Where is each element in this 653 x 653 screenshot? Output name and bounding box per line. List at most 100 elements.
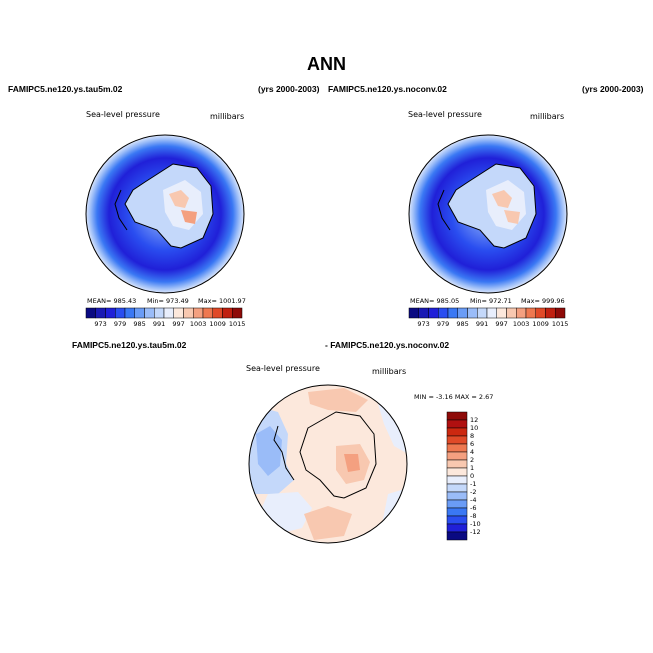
left-colorbar <box>85 307 243 319</box>
left-mean: MEAN= 985.43 <box>87 297 137 305</box>
right-colorbar-swatch <box>535 307 546 319</box>
diff-units-label: millibars <box>372 367 407 376</box>
right-polar-map <box>408 134 568 294</box>
diff-colorbar-swatch <box>446 451 468 461</box>
left-colorbar-swatch <box>212 307 223 319</box>
diff-colorbar-swatch <box>446 515 468 525</box>
diff-colorbar-swatch <box>446 491 468 501</box>
left-max: Max= 1001.97 <box>198 297 246 305</box>
diff-colorbar-tick-label: 10 <box>470 424 479 432</box>
diff-colorbar <box>446 411 468 541</box>
diff-colorbar-swatch <box>446 523 468 533</box>
right-colorbar-swatch <box>418 307 429 319</box>
left-colorbar-swatch <box>163 307 174 319</box>
right-colorbar-swatch <box>438 307 449 319</box>
left-min: Min= 973.49 <box>147 297 189 305</box>
right-units-label: millibars <box>530 112 565 121</box>
right-colorbar-swatch <box>486 307 497 319</box>
right-colorbar-tick-label: 985 <box>456 320 469 328</box>
right-colorbar-swatch <box>496 307 507 319</box>
left-units-label: millibars <box>210 112 245 121</box>
left-colorbar-tick-label: 991 <box>152 320 166 328</box>
diff-colorbar-swatch <box>446 459 468 469</box>
left-colorbar-swatch <box>95 307 106 319</box>
left-colorbar-tick-label: 979 <box>113 320 127 328</box>
left-variable-label: Sea-level pressure <box>86 110 160 119</box>
diff-colorbar-swatch <box>446 419 468 429</box>
left-colorbar-swatch <box>222 307 233 319</box>
diff-colorbar-swatch <box>446 507 468 517</box>
diff-colorbar-swatch <box>446 483 468 493</box>
right-colorbar-tick-label: 991 <box>475 320 489 328</box>
left-colorbar-swatch <box>173 307 184 319</box>
right-colorbar-swatch <box>545 307 556 319</box>
right-colorbar-tick-label: 1009 <box>532 320 549 328</box>
right-colorbar-swatch <box>408 307 419 319</box>
right-colorbar-tick-label: 997 <box>495 320 508 328</box>
diff-colorbar-swatch <box>446 499 468 509</box>
right-colorbar-swatch <box>477 307 488 319</box>
left-colorbar-swatch <box>183 307 194 319</box>
left-colorbar-swatch <box>193 307 204 319</box>
left-colorbar-tick-label: 973 <box>94 320 107 328</box>
right-colorbar-swatch <box>506 307 517 319</box>
right-colorbar-tick-label: 979 <box>436 320 450 328</box>
right-min: Min= 972.71 <box>470 297 512 305</box>
right-max: Max= 999.96 <box>521 297 565 305</box>
diff-colorbar-tick-label: 4 <box>470 448 475 456</box>
left-colorbar-tick-label: 997 <box>172 320 185 328</box>
right-colorbar-swatch <box>555 307 566 319</box>
left-colorbar-swatch <box>202 307 213 319</box>
page-title: ANN <box>307 54 346 74</box>
diff-colorbar-swatch <box>446 467 468 477</box>
left-colorbar-swatch <box>154 307 165 319</box>
right-mean: MEAN= 985.05 <box>410 297 460 305</box>
left-colorbar-swatch <box>144 307 155 319</box>
right-case-years: (yrs 2000-2003) <box>582 84 644 94</box>
diff-colorbar-tick-label: 0 <box>470 472 475 480</box>
diff-colorbar-swatch <box>446 531 468 541</box>
left-case-name: FAMIPC5.ne120.ys.tau5m.02 <box>8 84 123 94</box>
left-colorbar-swatch <box>134 307 145 319</box>
left-colorbar-tick-label: 1009 <box>209 320 226 328</box>
left-case-years: (yrs 2000-2003) <box>258 84 320 94</box>
right-colorbar-tick-label: 1015 <box>551 320 569 328</box>
diff-colorbar-tick-label: -6 <box>470 504 477 512</box>
left-colorbar-swatch <box>85 307 96 319</box>
diff-colorbar-tick-label: -4 <box>470 496 477 504</box>
right-colorbar-tick-label: 973 <box>417 320 430 328</box>
left-colorbar-tick-label: 1003 <box>189 320 207 328</box>
diff-colorbar-tick-label: -8 <box>470 512 477 520</box>
diff-colorbar-swatch <box>446 443 468 453</box>
diff-colorbar-tick-label: -1 <box>470 480 477 488</box>
diff-colorbar-tick-label: 2 <box>470 456 475 464</box>
left-colorbar-tick-label: 985 <box>133 320 146 328</box>
diff-colorbar-tick-label: -2 <box>470 488 477 496</box>
diff-colorbar-tick-label: -12 <box>470 528 481 536</box>
right-colorbar-swatch <box>428 307 439 319</box>
right-case-name: FAMIPC5.ne120.ys.noconv.02 <box>328 84 447 94</box>
diff-colorbar-swatch <box>446 475 468 485</box>
diff-variable-label: Sea-level pressure <box>246 364 320 373</box>
right-colorbar-swatch <box>467 307 478 319</box>
left-colorbar-swatch <box>105 307 116 319</box>
right-colorbar-swatch <box>447 307 458 319</box>
left-colorbar-tick-label: 1015 <box>228 320 246 328</box>
right-variable-label: Sea-level pressure <box>408 110 482 119</box>
diff-colorbar-tick-label: 8 <box>470 432 475 440</box>
diff-colorbar-swatch <box>446 427 468 437</box>
right-colorbar-swatch <box>525 307 536 319</box>
diff-case-b: - FAMIPC5.ne120.ys.noconv.02 <box>325 340 450 350</box>
left-colorbar-swatch <box>115 307 126 319</box>
left-polar-map <box>85 134 245 294</box>
diff-polar-map <box>248 384 408 544</box>
diff-colorbar-swatch <box>446 411 468 421</box>
right-colorbar-tick-label: 1003 <box>512 320 530 328</box>
right-colorbar <box>408 307 566 319</box>
right-colorbar-swatch <box>457 307 468 319</box>
diff-minmax: MIN = -3.16 MAX = 2.67 <box>414 393 494 401</box>
left-colorbar-swatch <box>124 307 135 319</box>
diff-colorbar-tick-label: 6 <box>470 440 475 448</box>
diff-colorbar-tick-label: 12 <box>470 416 479 424</box>
diff-colorbar-tick-label: 1 <box>470 464 475 472</box>
